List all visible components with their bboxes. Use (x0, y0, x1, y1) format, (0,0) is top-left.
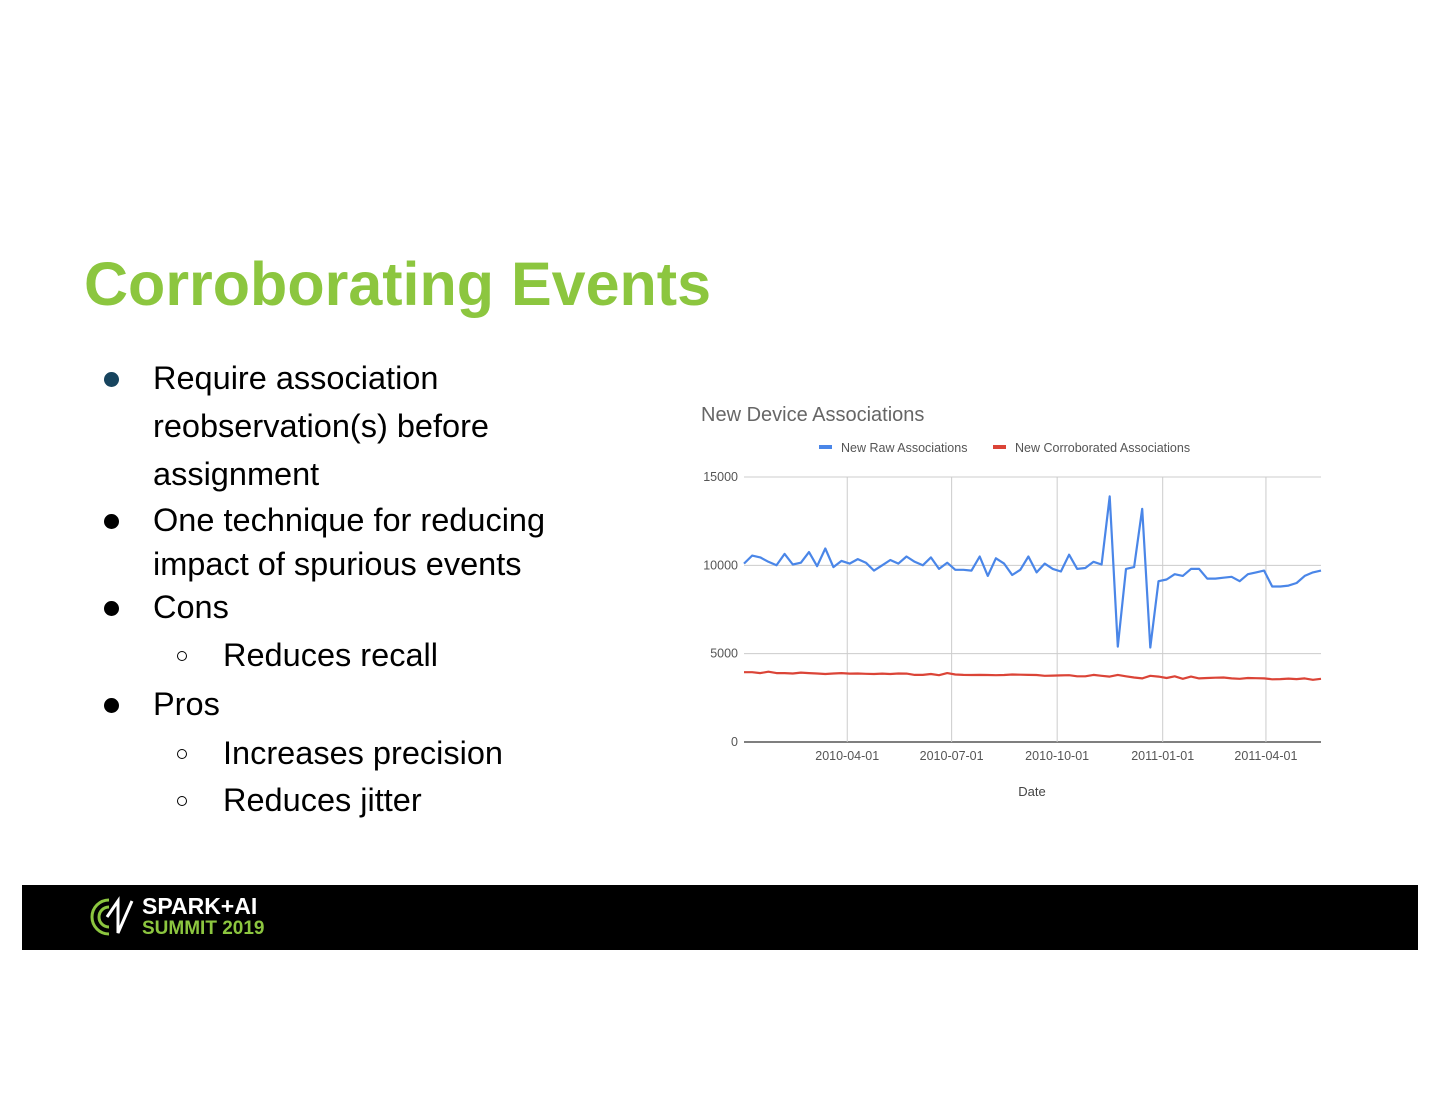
x-axis-ticks: 2010-04-01 2010-07-01 2010-10-01 2011-01-01… (815, 749, 1297, 763)
sub-bullet-text: Increases precision (223, 735, 503, 771)
y-axis-ticks: 0 5000 10000 15000 (703, 470, 738, 749)
bullet-text: reobservation(s) before (153, 408, 489, 444)
sub-bullet-circle (177, 796, 187, 806)
x-tick-label: 2010-10-01 (1025, 749, 1089, 763)
legend-label-corroborated: New Corroborated Associations (1015, 441, 1190, 455)
chart-title: New Device Associations (701, 404, 924, 426)
legend-swatch-raw (819, 445, 832, 449)
bullet-dot (104, 698, 119, 713)
logo-text-summit: SUMMIT 2019 (142, 918, 265, 939)
y-tick-label: 10000 (703, 558, 738, 572)
y-tick-label: 15000 (703, 470, 738, 484)
logo-text-spark-ai: SPARK+AI (142, 893, 258, 919)
bullet-text: Require association (153, 360, 439, 396)
bullet-dot (104, 601, 119, 616)
legend-swatch-corroborated (993, 445, 1006, 449)
spark-ai-summit-logo-icon (90, 896, 134, 936)
bullet-dot (104, 372, 119, 387)
x-tick-label: 2011-01-01 (1131, 749, 1194, 763)
bullet-text: Cons (153, 589, 229, 625)
chart-legend: New Raw Associations New Corroborated As… (819, 441, 1190, 455)
sub-bullet-text: Reduces jitter (223, 782, 422, 818)
new-device-associations-chart: New Device Associations New Raw Associat… (701, 404, 1322, 799)
chart-grid (744, 476, 1321, 743)
legend-label-raw: New Raw Associations (841, 441, 967, 455)
x-tick-label: 2010-07-01 (920, 749, 984, 763)
slide-title: Corroborating Events (84, 250, 712, 318)
bullet-text: One technique for reducing (153, 502, 546, 538)
bullet-text: Pros (153, 686, 220, 722)
bullet-text: assignment (153, 456, 320, 492)
y-tick-label: 5000 (710, 647, 738, 661)
x-axis-label: Date (1018, 784, 1045, 799)
sub-bullet-text: Reduces recall (223, 637, 438, 673)
bullet-list: Require association reobservation(s) bef… (0, 0, 660, 840)
y-tick-label: 0 (731, 735, 738, 749)
x-tick-label: 2011-04-01 (1234, 749, 1297, 763)
footer-bar: SPARK+AI SUMMIT 2019 (22, 885, 1418, 950)
bullet-dot (104, 514, 119, 529)
series-line-raw (743, 495, 1322, 649)
bullet-text: impact of spurious events (153, 546, 522, 582)
series-line-corroborated (744, 670, 1322, 681)
x-tick-label: 2010-04-01 (815, 749, 879, 763)
sub-bullet-circle (177, 749, 187, 759)
sub-bullet-circle (177, 651, 187, 661)
chart-series (743, 495, 1322, 681)
